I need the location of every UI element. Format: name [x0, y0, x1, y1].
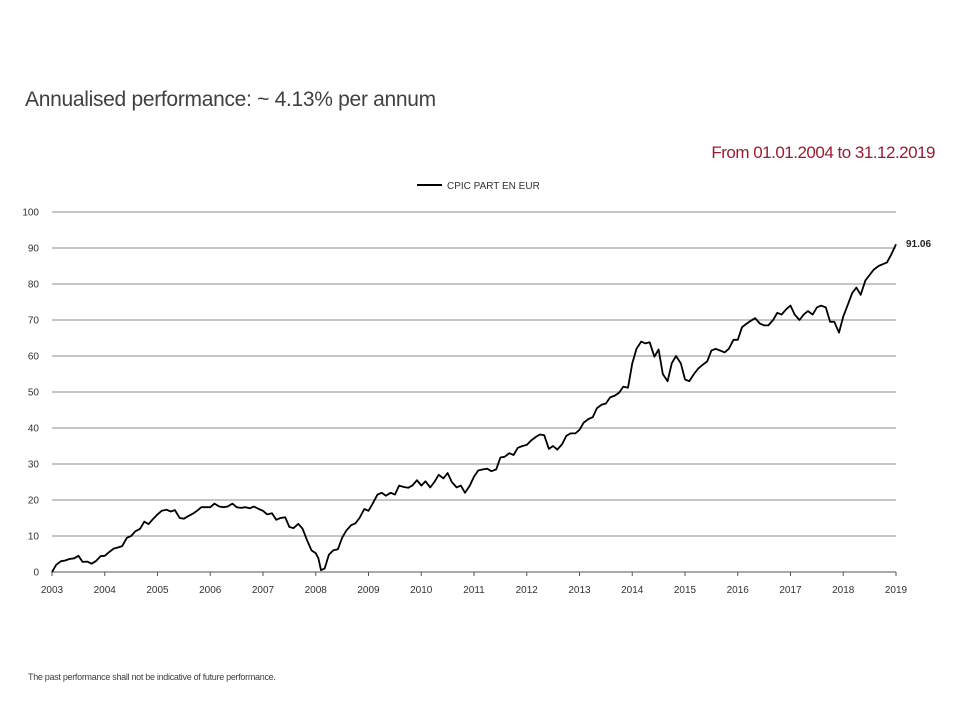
y-tick-label: 30: [28, 460, 40, 471]
y-tick-label: 40: [28, 424, 40, 435]
x-axis-ticks: 2003 2004 2005 2006 2007 2008 2009 2010 2011 2012…: [41, 572, 908, 596]
x-tick-label: 2004: [94, 585, 117, 596]
y-tick-label: 10: [28, 532, 40, 543]
x-tick-label: 2007: [252, 585, 275, 596]
end-value-label: 91.06: [906, 239, 931, 250]
y-axis-ticks: 0 10 20 30 40 50 60 70 80 90 100: [22, 208, 39, 579]
x-tick-label: 2008: [305, 585, 328, 596]
x-tick-label: 2003: [41, 585, 64, 596]
x-tick-label: 2013: [568, 585, 591, 596]
y-tick-label: 70: [28, 316, 40, 327]
series-line-0: [51, 243, 897, 573]
x-tick-label: 2018: [832, 585, 855, 596]
x-tick-label: 2010: [410, 585, 433, 596]
y-tick-label: 90: [28, 244, 40, 255]
chart-title: Annualised performance: ~ 4.13% per annu…: [25, 88, 436, 111]
y-tick-label: 80: [28, 280, 40, 291]
y-tick-label: 20: [28, 496, 40, 507]
grid-lines: [52, 211, 896, 573]
x-tick-label: 2009: [357, 585, 380, 596]
y-tick-label: 60: [28, 352, 40, 363]
legend-label: CPIC PART EN EUR: [447, 181, 540, 192]
x-tick-label: 2012: [516, 585, 539, 596]
legend: CPIC PART EN EUR: [417, 181, 540, 192]
x-tick-label: 2005: [146, 585, 169, 596]
x-tick-label: 2015: [674, 585, 697, 596]
x-tick-label: 2011: [463, 585, 485, 596]
x-tick-label: 2017: [779, 585, 802, 596]
x-tick-label: 2019: [885, 585, 908, 596]
x-tick-label: 2006: [199, 585, 222, 596]
x-tick-label: 2014: [621, 585, 644, 596]
y-tick-label: 50: [28, 388, 40, 399]
y-tick-label: 0: [33, 568, 39, 579]
x-tick-label: 2016: [727, 585, 750, 596]
disclaimer: The past performance shall not be indica…: [28, 672, 276, 682]
period-range: From 01.01.2004 to 31.12.2019: [711, 143, 935, 162]
series-layer: [51, 243, 897, 573]
y-tick-label: 100: [22, 208, 39, 219]
